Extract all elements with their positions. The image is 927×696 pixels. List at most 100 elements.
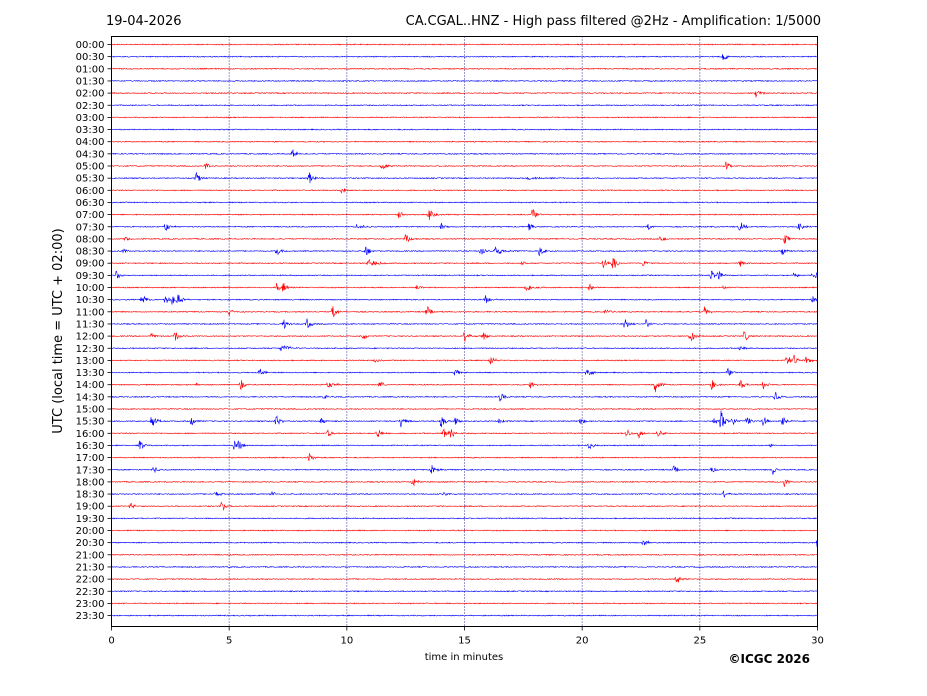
y-tick-label: 15:30 [76,417,105,428]
y-tick-label: 16:30 [76,441,105,452]
trace-1930 [111,517,818,520]
y-tick-label: 18:00 [76,477,105,488]
trace-0130 [111,79,818,83]
y-tick-label: 18:30 [76,490,105,501]
trace-0600 [111,188,818,194]
trace-2300 [111,602,818,605]
y-axis-label: UTC (local time = UTC + 02:00) [51,228,66,433]
x-tick-label: 20 [576,636,589,647]
y-tick-label: 13:00 [76,356,105,367]
trace-1300 [111,354,818,365]
y-tick-label: 04:30 [76,149,105,160]
y-tick-label: 22:30 [76,587,105,598]
y-tick-label: 21:30 [76,562,105,573]
y-tick-label: 09:30 [76,271,105,282]
vertical-grid [228,36,701,627]
trace-1800 [111,479,818,487]
y-tick-label: 10:30 [76,295,105,306]
x-tick-label: 30 [811,636,824,647]
trace-2100 [111,553,818,556]
trace-0100 [111,67,818,70]
y-tick-label: 16:00 [76,429,105,440]
y-tick-label: 17:00 [76,453,105,464]
trace-1900 [111,501,818,511]
trace-1400 [111,380,818,393]
trace-1130 [111,318,818,329]
y-tick-label: 05:00 [76,162,105,173]
y-tick-label: 06:30 [76,198,105,209]
y-tick-label: 05:30 [76,174,105,185]
trace-2230 [111,590,818,593]
copyright-label: ©ICGC 2026 [728,652,810,666]
y-tick-label: 10:00 [76,283,105,294]
trace-1030 [111,294,818,305]
y-tick-label: 23:00 [76,599,105,610]
y-tick-label: 08:00 [76,234,105,245]
y-tick-label: 11:00 [76,307,105,318]
y-tick-label: 01:00 [76,64,105,75]
y-tick-label: 12:30 [76,344,105,355]
x-tick-label: 5 [226,636,232,647]
x-axis-label: time in minutes [425,652,504,663]
trace-0400 [111,140,818,143]
trace-0200 [111,90,818,98]
trace-0700 [111,208,818,221]
x-axis-ticks: 0 5 10 15 20 25 30 [108,626,824,647]
trace-1630 [111,440,818,450]
y-tick-label: 04:00 [76,137,105,148]
y-tick-label: 00:30 [76,52,105,63]
trace-1600 [111,428,818,439]
y-tick-label: 03:00 [76,113,105,124]
y-tick-label: 14:30 [76,392,105,403]
trace-2130 [111,565,818,569]
x-tick-label: 15 [458,636,471,647]
y-tick-label: 09:00 [76,259,105,270]
x-tick-label: 0 [108,636,114,647]
trace-1500 [111,407,818,411]
trace-2000 [111,529,818,532]
trace-1100 [111,306,818,318]
y-tick-label: 00:00 [76,40,105,51]
trace-1330 [111,367,818,377]
x-tick-label: 10 [340,636,353,647]
trace-1200 [111,330,818,343]
trace-1430 [111,391,818,402]
trace-0230 [111,104,818,107]
y-tick-label: 20:30 [76,538,105,549]
y-tick-label: 13:30 [76,368,105,379]
y-tick-label: 19:30 [76,514,105,525]
trace-0930 [111,270,818,280]
y-tick-label: 23:30 [76,611,105,622]
plot-area [111,36,818,627]
y-tick-label: 11:30 [76,319,105,330]
y-tick-label: 01:30 [76,76,105,87]
y-tick-label: 15:00 [76,405,105,416]
trace-0730 [111,222,818,232]
trace-1000 [111,282,818,292]
trace-1530 [111,410,818,428]
trace-2330 [111,614,818,617]
y-tick-label: 22:00 [76,575,105,586]
trace-0500 [111,161,818,170]
y-tick-label: 14:00 [76,380,105,391]
trace-0430 [111,149,818,157]
trace-0330 [111,128,818,131]
y-tick-label: 19:00 [76,502,105,513]
trace-0000 [111,43,818,46]
y-tick-label: 03:30 [76,125,105,136]
trace-0530 [111,171,818,184]
trace-2030 [111,536,818,547]
trace-2200 [111,576,818,583]
trace-1830 [111,490,818,498]
trace-0630 [111,201,818,204]
y-tick-label: 06:00 [76,186,105,197]
x-tick-label: 25 [693,636,706,647]
trace-1730 [111,465,818,475]
y-tick-label: 07:00 [76,210,105,221]
y-tick-label: 02:30 [76,101,105,112]
chart-title: CA.CGAL..HNZ - High pass filtered @2Hz -… [406,14,821,29]
trace-0800 [111,233,818,244]
seismic-traces [111,43,818,617]
y-tick-label: 08:30 [76,247,105,258]
